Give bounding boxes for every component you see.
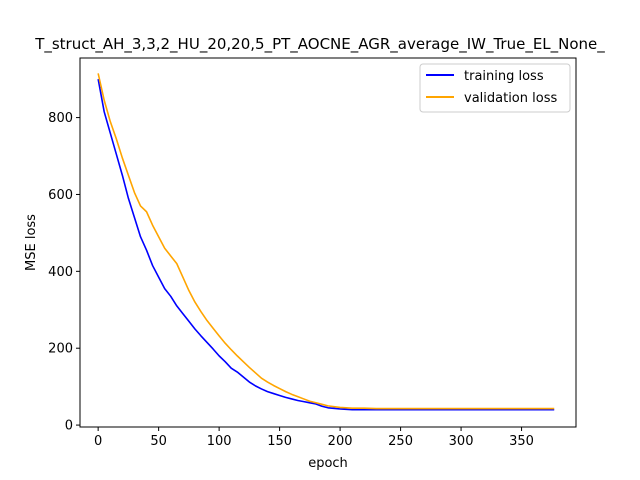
x-tick-label: 250 [388,434,413,449]
legend-box [419,63,571,113]
series-layer [97,73,555,411]
y-tick-label: 0 [65,419,73,434]
x-axis-ticks: 0 50 100 150 200 250 300 350 [94,427,534,449]
x-tick-label: 200 [328,434,353,449]
y-tick-label: 600 [48,188,73,203]
legend-label-validation: validation loss [464,91,557,106]
x-tick-label: 100 [207,434,232,449]
x-tick-label: 300 [449,434,474,449]
y-tick-label: 800 [48,111,73,126]
y-tick-label: 200 [48,342,73,357]
y-axis-label: MSE loss [24,214,39,271]
x-tick-label: 150 [267,434,292,449]
x-tick-label: 350 [509,434,534,449]
y-tick-label: 400 [48,265,73,280]
plot-area [80,58,576,427]
x-tick-label: 0 [94,434,102,449]
x-axis-label: epoch [308,456,348,471]
legend-label-training: training loss [464,69,544,84]
y-axis-ticks: 0 200 400 600 800 [48,111,80,434]
series-line-training-loss [97,78,555,411]
series-line-validation-loss [97,73,555,410]
legend: training loss validation loss [419,63,571,113]
plot-frame [79,57,577,428]
chart-title: T_struct_AH_3,3,2_HU_20,20,5_PT_AOCNE_AG… [34,35,605,54]
x-tick-label: 50 [150,434,167,449]
